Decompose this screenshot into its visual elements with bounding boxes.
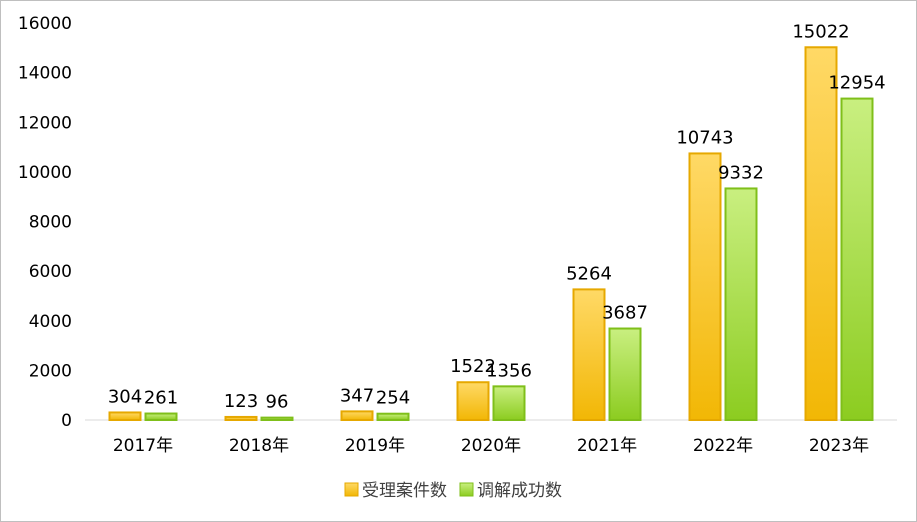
data-label-successful-mediations: 96 xyxy=(266,392,289,413)
bar-accepted-cases xyxy=(688,152,722,422)
x-category-label: 2019年 xyxy=(345,436,405,456)
bar-successful-mediations xyxy=(376,412,410,422)
x-category-label: 2018年 xyxy=(229,436,289,456)
bar-successful-mediations xyxy=(840,97,874,421)
y-tick-label: 4000 xyxy=(29,312,72,332)
bar-accepted-cases xyxy=(804,46,838,421)
data-label-successful-mediations: 12954 xyxy=(828,73,885,94)
y-tick-label: 6000 xyxy=(29,262,72,282)
bar-successful-mediations xyxy=(144,412,178,421)
bar-accepted-cases xyxy=(224,415,258,421)
y-tick-label: 16000 xyxy=(18,14,72,34)
bar-successful-mediations xyxy=(260,416,294,422)
y-tick-label: 8000 xyxy=(29,213,72,233)
data-label-accepted-cases: 5264 xyxy=(566,263,612,284)
bars xyxy=(108,46,874,422)
x-category-label: 2022年 xyxy=(693,436,753,456)
bar-successful-mediations xyxy=(724,187,758,421)
legend: 受理案件数 调解成功数 xyxy=(344,481,562,501)
x-category-label: 2023年 xyxy=(809,436,869,456)
data-label-accepted-cases: 347 xyxy=(340,385,374,406)
bar-accepted-cases xyxy=(456,381,490,422)
data-label-successful-mediations: 254 xyxy=(376,388,410,409)
x-axis-categories: 2017年 2018年 2019年 2020年 2021年 2022年 2023年 xyxy=(113,436,869,456)
legend-label-successful-mediations: 调解成功数 xyxy=(477,481,562,501)
x-category-label: 2017年 xyxy=(113,436,173,456)
y-axis-ticks: 0 2000 4000 6000 8000 10000 12000 14000 16000 xyxy=(18,14,72,431)
legend-swatch-accepted-cases xyxy=(344,482,359,497)
y-tick-label: 10000 xyxy=(18,163,72,183)
bar-accepted-cases xyxy=(108,411,142,422)
data-label-successful-mediations: 1356 xyxy=(486,360,532,381)
data-label-successful-mediations: 3687 xyxy=(602,303,648,324)
bar-accepted-cases xyxy=(340,410,374,422)
legend-label-accepted-cases: 受理案件数 xyxy=(362,481,447,501)
bar-successful-mediations xyxy=(492,385,526,421)
x-category-label: 2020年 xyxy=(461,436,521,456)
data-label-accepted-cases: 304 xyxy=(108,386,142,407)
data-label-accepted-cases: 10743 xyxy=(676,127,733,148)
data-label-successful-mediations: 9332 xyxy=(718,162,764,183)
y-tick-label: 14000 xyxy=(18,64,72,84)
data-label-successful-mediations: 261 xyxy=(144,388,178,409)
y-tick-label: 2000 xyxy=(29,361,72,381)
data-label-accepted-cases: 123 xyxy=(224,391,258,412)
legend-swatch-successful-mediations xyxy=(459,482,474,497)
y-tick-label: 0 xyxy=(61,411,72,431)
bar-successful-mediations xyxy=(608,327,642,422)
bar-accepted-cases xyxy=(572,288,606,421)
y-tick-label: 12000 xyxy=(18,113,72,133)
data-label-accepted-cases: 15022 xyxy=(792,21,849,42)
data-label-accepted-cases: 1522 xyxy=(450,356,496,377)
x-category-label: 2021年 xyxy=(577,436,637,456)
